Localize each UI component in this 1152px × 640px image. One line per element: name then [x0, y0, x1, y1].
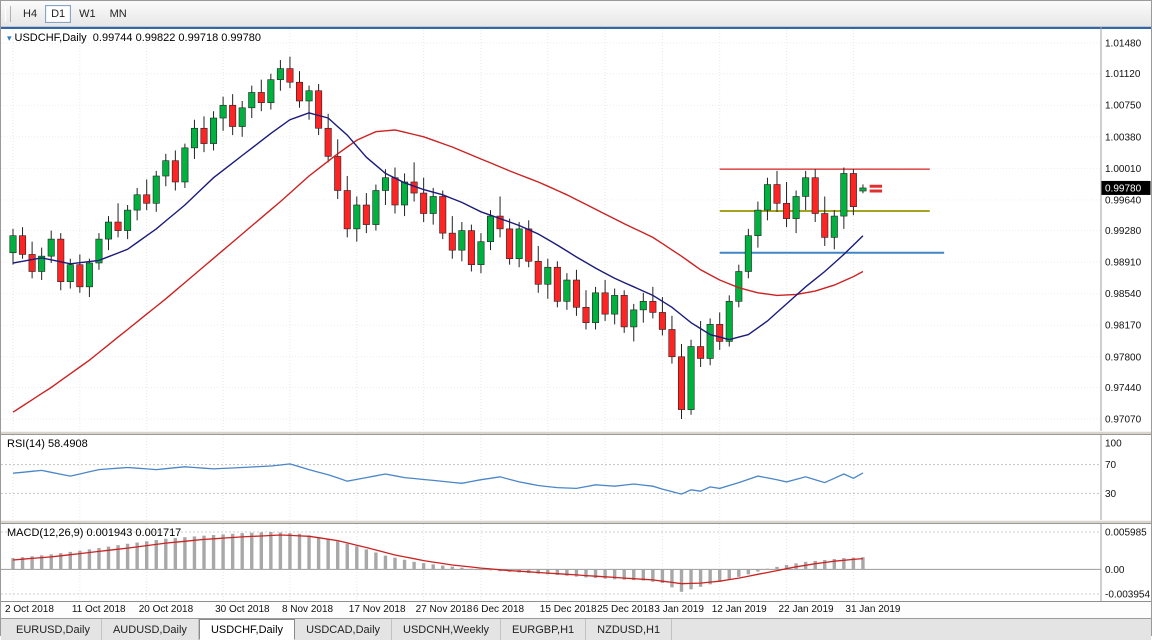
svg-text:0.97440: 0.97440	[1105, 383, 1142, 394]
svg-text:1.01120: 1.01120	[1105, 69, 1141, 80]
time-axis-label: 15 Dec 2018	[539, 604, 597, 615]
price-chart-panel: 1.01480 1.01120 1.00750 1.00380 1.00010 0.996…	[1, 27, 1151, 431]
panel-splitter-macd[interactable]	[1, 520, 1151, 524]
svg-text:30: 30	[1105, 489, 1117, 500]
chart-tab-audusd[interactable]: AUDUSD,Daily	[102, 619, 199, 640]
svg-text:100: 100	[1105, 439, 1122, 450]
svg-text:0.97070: 0.97070	[1105, 415, 1142, 426]
svg-text:1.00010: 1.00010	[1105, 164, 1142, 175]
svg-text:1.01480: 1.01480	[1105, 39, 1142, 50]
chart-tab-eurgbp[interactable]: EURGBP,H1	[501, 619, 587, 640]
svg-text:0.97800: 0.97800	[1105, 352, 1142, 363]
time-axis[interactable]: 2 Oct 2018 11 Oct 2018 20 Oct 2018 30 Oct 2…	[1, 601, 1151, 618]
ma-fast-navy	[12, 112, 864, 341]
timeframe-buttons: H4 D1 W1 MN	[16, 4, 134, 23]
svg-text:1.00380: 1.00380	[1105, 132, 1142, 143]
time-axis-label: 27 Nov 2018	[415, 604, 473, 615]
chart-tab-usdchf[interactable]: USDCHF,Daily	[198, 619, 296, 640]
macd-signal-line	[12, 534, 864, 585]
drawn-hlines	[719, 168, 945, 254]
price-axis: 1.01480 1.01120 1.00750 1.00380 1.00010 0.996…	[1100, 27, 1151, 431]
time-axis-label: 11 Oct 2018	[71, 604, 126, 615]
chart-tab-bar: EURUSD,Daily AUDUSD,Daily USDCHF,Daily USDC…	[1, 618, 1151, 640]
chart-tab-eurusd[interactable]: EURUSD,Daily	[5, 619, 102, 640]
chart-symbol-label: USDCHF,Daily	[14, 32, 87, 44]
ma-slow-red	[12, 129, 864, 413]
chart-window: 1.01480 1.01120 1.00750 1.00380 1.00010 0.996…	[1, 27, 1151, 618]
svg-text:0.98540: 0.98540	[1105, 289, 1142, 300]
rsi-value: 58.4908	[47, 438, 88, 450]
chart-title: ▾ USDCHF,Daily 0.99744 0.99822 0.99718 0.…	[7, 32, 261, 44]
svg-text:0.98170: 0.98170	[1105, 321, 1142, 332]
candles-layer	[9, 56, 867, 419]
time-axis-label: 22 Jan 2019	[778, 604, 834, 615]
svg-text:70: 70	[1105, 460, 1117, 471]
svg-text:0.00: 0.00	[1105, 565, 1125, 576]
chart-ohlc-values: 0.99744 0.99822 0.99718 0.99780	[92, 32, 261, 44]
time-axis-label: 17 Nov 2018	[348, 604, 406, 615]
macd-canvas[interactable]: 0.005985 0.00 -0.003954	[1, 524, 1151, 601]
rsi-name: RSI(14)	[7, 438, 45, 450]
timeframe-button-mn[interactable]: MN	[104, 5, 133, 23]
chart-tab-usdcnh[interactable]: USDCNH,Weekly	[392, 619, 502, 640]
svg-text:1.00750: 1.00750	[1105, 101, 1142, 112]
main-grid	[1, 27, 1101, 431]
panel-splitter-rsi[interactable]	[1, 431, 1151, 435]
time-axis-label: 8 Nov 2018	[281, 604, 334, 615]
chart-tab-usdcad[interactable]: USDCAD,Daily	[295, 619, 393, 640]
time-axis-label: 25 Dec 2018	[597, 604, 654, 615]
rsi-panel: 100 70 30 RSI(14) 58.4908	[1, 435, 1151, 520]
chart-icon: ▾	[7, 33, 12, 43]
timeframe-button-d1[interactable]: D1	[45, 4, 72, 23]
time-axis-label: 3 Jan 2019	[654, 604, 704, 615]
time-axis-label: 31 Jan 2019	[845, 604, 901, 615]
svg-text:-0.003954: -0.003954	[1105, 590, 1150, 601]
current-price-badge	[1101, 180, 1151, 195]
time-axis-label: 6 Dec 2018	[472, 604, 525, 615]
ma-lines	[12, 112, 864, 413]
timeframe-button-h4[interactable]: H4	[17, 5, 43, 23]
toolbar-grip	[5, 5, 11, 22]
time-axis-label: 2 Oct 2018	[5, 604, 54, 615]
macd-panel: 0.005985 0.00 -0.003954 MACD(12,26,9) 0.00…	[1, 524, 1151, 601]
time-axis-label: 20 Oct 2018	[138, 604, 194, 615]
svg-text:0.005985: 0.005985	[1105, 528, 1147, 539]
macd-histogram	[11, 531, 865, 592]
rsi-label: RSI(14) 58.4908	[7, 438, 88, 450]
macd-label: MACD(12,26,9) 0.001943 0.001717	[7, 527, 181, 539]
svg-text:0.99280: 0.99280	[1105, 226, 1142, 237]
macd-name: MACD(12,26,9)	[7, 527, 84, 539]
timeframe-button-w1[interactable]: W1	[73, 5, 102, 23]
rsi-line	[12, 463, 864, 495]
svg-text:0.99780: 0.99780	[1105, 183, 1142, 194]
svg-text:0.98910: 0.98910	[1105, 258, 1142, 269]
time-axis-label: 30 Oct 2018	[215, 604, 270, 615]
time-axis-label: 12 Jan 2019	[711, 604, 767, 615]
chart-tab-nzdusd[interactable]: NZDUSD,H1	[586, 619, 673, 640]
macd-values: 0.001943 0.001717	[86, 527, 182, 539]
timeframe-toolbar: H4 D1 W1 MN	[1, 1, 1151, 27]
rsi-canvas[interactable]: 100 70 30	[1, 435, 1151, 520]
price-chart-canvas[interactable]: 1.01480 1.01120 1.00750 1.00380 1.00010 0.996…	[1, 27, 1151, 431]
svg-text:0.99640: 0.99640	[1105, 195, 1142, 206]
